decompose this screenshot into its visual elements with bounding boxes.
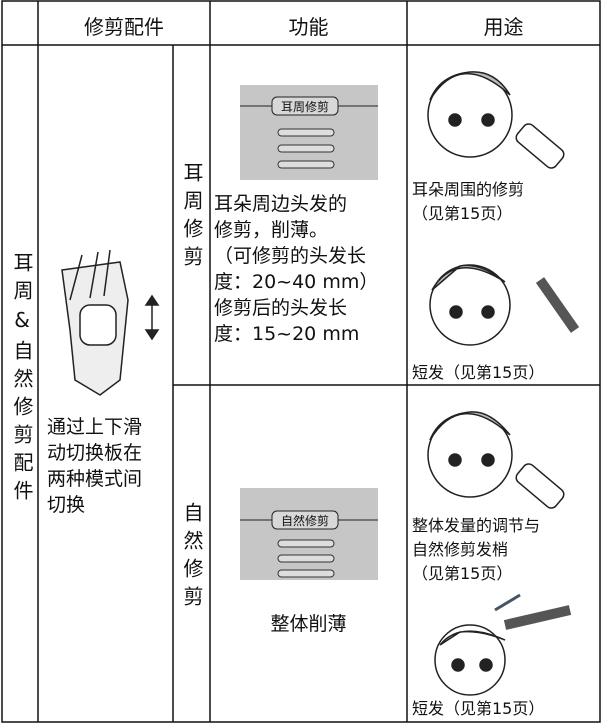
use-caption: 耳朵周围的修剪 [412,180,525,199]
function-text: 整体削薄 [270,613,347,635]
panel-label: 耳周修剪 [280,100,329,114]
use-caption: 整体发量的调节与 [412,516,541,535]
use-image [427,71,580,696]
function-text: 修剪，削薄。 [214,219,329,241]
header-cell: 修剪配件 [84,15,164,39]
function-text: （可修剪的头发长 [214,245,367,267]
panel [240,488,378,580]
accessory-text: 通过上下滑 [47,416,143,438]
accessory-text: 动切换板在 [47,442,143,464]
accessory-text: 两种模式间 [47,468,143,490]
header-cell: 用途 [483,15,524,39]
use-caption: 自然修剪发梢 [412,540,509,559]
panel-label: 自然修剪 [280,514,329,528]
panel [240,85,378,180]
mode-name: 自然修剪 [180,502,204,614]
accessory-image [61,249,160,396]
mode-name: 耳周修剪 [180,162,204,274]
function-text: 耳朵周边头发的 [214,193,348,215]
use-caption: 短发（见第15页） [412,363,545,382]
function-text: 修剪后的头发长 [214,297,348,319]
use-caption: （见第15页） [412,204,513,223]
header-cell: 功能 [288,15,329,39]
accessory-name: 耳周&自然修剪配件 [10,252,34,508]
use-caption: （见第15页） [412,564,513,583]
function-text: 度：20~40 mm） [214,271,379,293]
use-caption: 短发（见第15页） [412,699,545,718]
accessory-text: 切换 [47,494,86,516]
function-text: 度：15~20 mm [214,323,360,345]
